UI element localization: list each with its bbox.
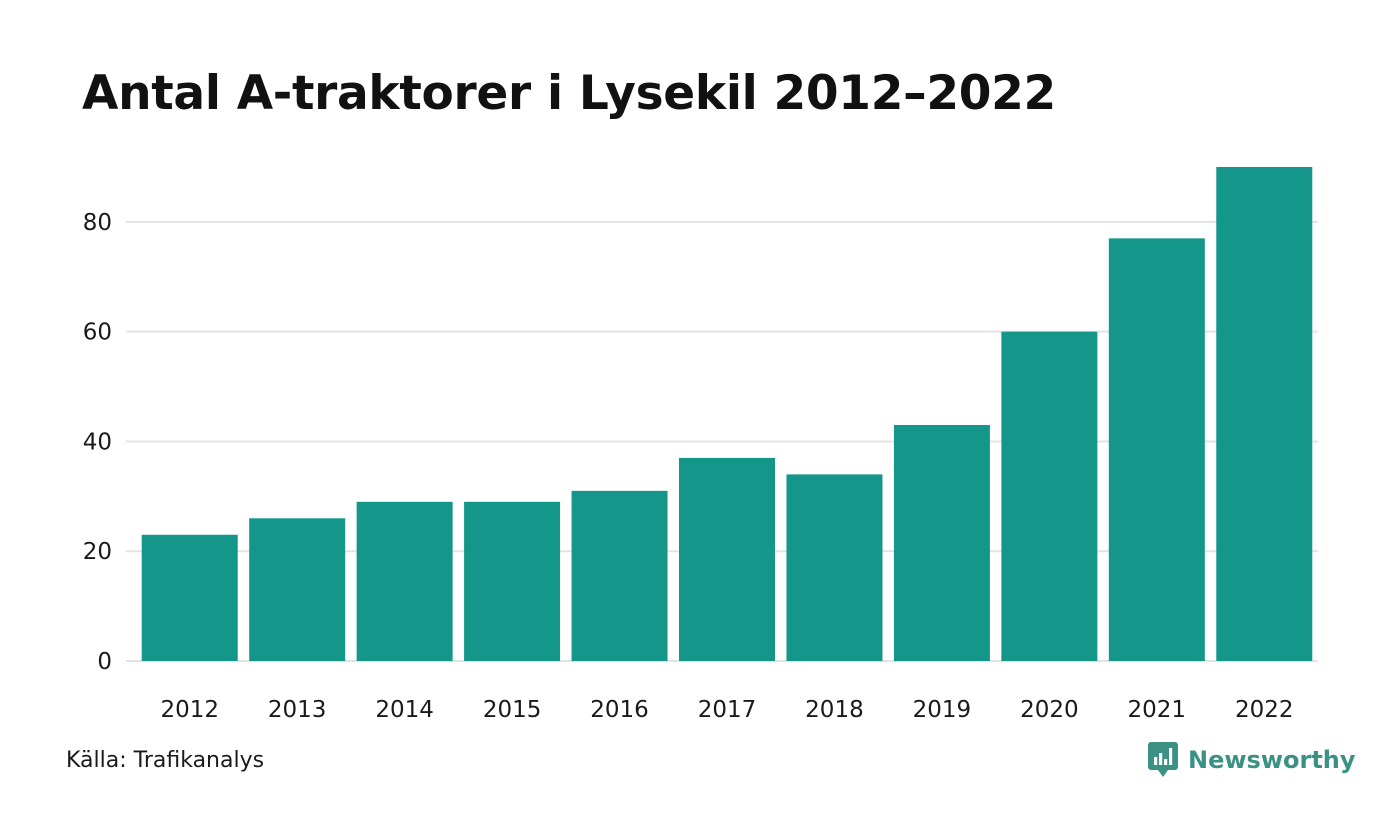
x-tick-label: 2017 <box>698 697 757 723</box>
newsworthy-logo-icon <box>1148 742 1178 777</box>
bar-2013 <box>249 518 346 661</box>
x-tick-label: 2022 <box>1235 697 1294 723</box>
chart-title: Antal A-traktorer i Lysekil 2012–2022 <box>82 66 1056 121</box>
y-tick-label: 20 <box>83 539 112 565</box>
x-tick-label: 2015 <box>483 697 542 723</box>
y-tick-label: 60 <box>83 320 112 346</box>
newsworthy-logo: Newsworthy <box>1148 742 1356 778</box>
bar-2014 <box>356 501 453 661</box>
brand-name: Newsworthy <box>1188 746 1356 774</box>
x-axis-tick-labels: 2012 2013 2014 2015 2016 2017 2018 2019 2020 2021… <box>160 697 1293 723</box>
x-tick-label: 2016 <box>590 697 649 723</box>
y-tick-label: 0 <box>97 649 112 675</box>
bar-2021 <box>1108 238 1205 661</box>
x-tick-label: 2013 <box>268 697 327 723</box>
bar-2016 <box>571 490 668 661</box>
bar-2017 <box>679 457 775 661</box>
y-axis-tick-labels: 0 20 40 60 80 <box>83 210 112 675</box>
bar-2018 <box>786 474 883 661</box>
x-tick-label: 2020 <box>1020 697 1079 723</box>
bar-2015 <box>464 501 561 661</box>
bars <box>141 167 1313 661</box>
y-tick-label: 40 <box>83 429 112 455</box>
x-tick-label: 2018 <box>805 697 864 723</box>
bar-2022 <box>1216 167 1313 661</box>
source-note: Källa: Trafikanalys <box>66 748 265 773</box>
x-tick-label: 2019 <box>913 697 972 723</box>
x-tick-label: 2021 <box>1128 697 1187 723</box>
bar-2012 <box>141 534 238 661</box>
y-tick-label: 80 <box>83 210 112 236</box>
x-tick-label: 2014 <box>375 697 434 723</box>
x-tick-label: 2012 <box>160 697 219 723</box>
bar-2020 <box>1001 331 1098 661</box>
bar-2019 <box>893 424 990 661</box>
